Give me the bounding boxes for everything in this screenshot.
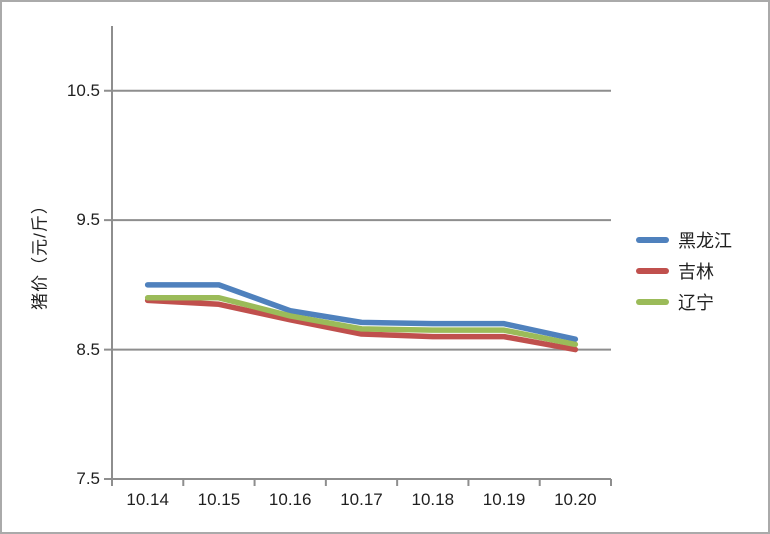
x-tick-label: 10.18 bbox=[411, 490, 455, 509]
legend-label: 吉林 bbox=[678, 261, 714, 282]
y-tick-label: 9.5 bbox=[76, 210, 100, 230]
series-line-0 bbox=[144, 282, 579, 342]
x-tick-label: 10.15 bbox=[197, 490, 241, 509]
legend: 黑龙江 吉林 辽宁 bbox=[636, 224, 732, 317]
series-line-1 bbox=[144, 297, 579, 353]
y-tick-label: 10.5 bbox=[66, 80, 100, 100]
series-line-2 bbox=[144, 295, 579, 348]
legend-item-1: 吉林 bbox=[636, 255, 732, 286]
legend-label: 黑龙江 bbox=[678, 230, 732, 251]
x-tick-label: 10.14 bbox=[126, 490, 169, 509]
x-tick-label: 10.17 bbox=[340, 490, 383, 509]
legend-line-swatch bbox=[636, 298, 669, 305]
x-tick-label: 10.20 bbox=[554, 490, 597, 509]
y-tick-label: 7.5 bbox=[76, 469, 100, 488]
legend-line-swatch bbox=[636, 267, 669, 274]
x-tick-label: 10.16 bbox=[268, 490, 312, 509]
legend-item-0: 黑龙江 bbox=[636, 224, 732, 255]
y-tick-label: 8.5 bbox=[76, 339, 100, 359]
legend-item-2: 辽宁 bbox=[636, 286, 732, 317]
x-tick-label: 10.19 bbox=[482, 490, 526, 509]
legend-line-swatch bbox=[636, 236, 669, 243]
legend-label: 辽宁 bbox=[678, 292, 714, 313]
